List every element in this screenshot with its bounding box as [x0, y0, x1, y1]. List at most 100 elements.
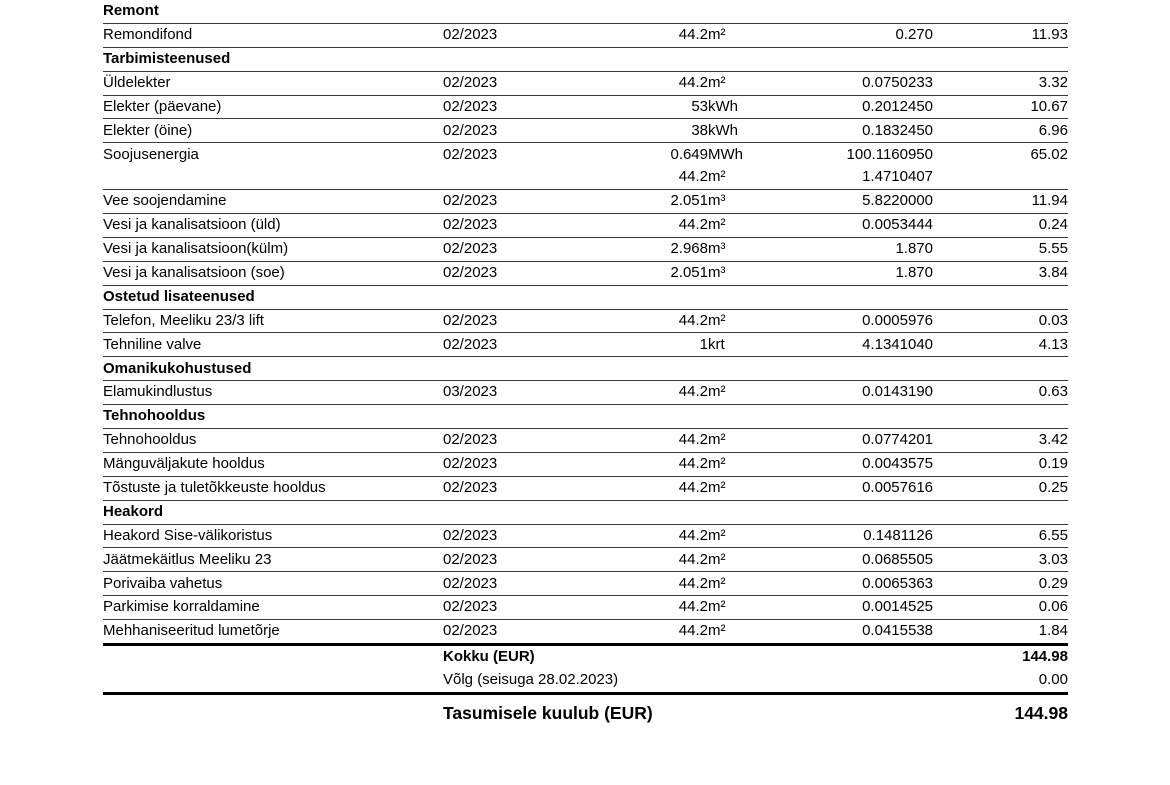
cell-unit: m²	[708, 380, 803, 406]
cell-amount: 44.2	[603, 476, 708, 501]
cell-sum: 3.84	[933, 261, 1068, 286]
cell-unit-price	[803, 285, 933, 310]
cell-unit: kWh	[708, 118, 803, 144]
table-row: Parkimise korraldamine 02/2023 44.2 m² 0…	[103, 595, 1068, 621]
table-row: Telefon, Meeliku 23/3 lift 02/2023 44.2 …	[103, 309, 1068, 334]
table-row: Heakord	[103, 500, 1068, 525]
cell-unit: m²	[708, 428, 803, 453]
cell-unit: m³	[708, 237, 803, 262]
cell-unit: m²	[708, 452, 803, 477]
cell-unit	[708, 404, 803, 430]
cell-unit	[708, 47, 803, 72]
cell-sum: 6.96	[933, 118, 1068, 144]
cell-service-name: Porivaiba vahetus	[103, 571, 443, 597]
table-row: Tarbimisteenused	[103, 47, 1068, 72]
cell-period: 02/2023	[443, 71, 603, 96]
table-row: Tõstuste ja tuletõkkeuste hooldus 02/202…	[103, 476, 1068, 501]
cell-service-name: Tarbimisteenused	[103, 47, 443, 72]
cell-amount: 38	[603, 118, 708, 144]
cell-unit: m²	[708, 476, 803, 501]
cell-service-name: Elekter (öine)	[103, 118, 443, 144]
cell-unit-price	[803, 0, 933, 24]
cell-period: 02/2023	[443, 452, 603, 477]
cell-unit-price	[803, 356, 933, 382]
cell-unit-price: 0.0065363	[803, 571, 933, 597]
cell-period: 02/2023	[443, 261, 603, 286]
cell-sum: 0.29	[933, 571, 1068, 597]
cell-unit: MWh	[708, 145, 743, 163]
cell-sum	[933, 500, 1068, 525]
cell-sum: 0.03	[933, 309, 1068, 334]
summary-value: 0.00	[1038, 671, 1068, 689]
cell-unit-price: 5.8220000	[803, 189, 933, 215]
cell-service-name: Heakord Sise-välikoristus	[103, 524, 443, 549]
cell-amount: 44.2	[603, 213, 708, 238]
cell-sum: 10.67	[933, 95, 1068, 120]
cell-sum: 11.93	[933, 23, 1068, 48]
cell-amount: 44.2	[603, 595, 708, 621]
cell-amount: 44.2	[603, 166, 708, 191]
cell-amount	[603, 356, 708, 382]
cell-unit-price: 0.0057616	[803, 476, 933, 501]
cell-unit-price: 0.0143190	[803, 380, 933, 406]
cell-service-name: Omanikukohustused	[103, 356, 443, 382]
cell-service-name: Vesi ja kanalisatsioon (soe)	[103, 261, 443, 286]
cell-sum: 5.55	[933, 237, 1068, 262]
table-row: Ostetud lisateenused	[103, 285, 1068, 310]
cell-amount	[603, 0, 708, 24]
cell-service-name: Heakord	[103, 500, 443, 525]
cell-amount: 53	[603, 95, 708, 120]
cell-amount: 2.051	[603, 189, 708, 215]
cell-period: 02/2023	[443, 619, 603, 646]
summary-label: Võlg (seisuga 28.02.2023)	[443, 671, 619, 689]
cell-unit-price: 1.4710407	[803, 166, 933, 191]
cell-service-name: Vesi ja kanalisatsioon(külm)	[103, 237, 443, 262]
table-row: Tehnohooldus 02/2023 44.2 m² 0.0774201 3…	[103, 428, 1068, 453]
cell-period: 02/2023	[443, 309, 603, 334]
cell-sum: 0.19	[933, 452, 1068, 477]
table-row: Mänguväljakute hooldus 02/2023 44.2 m² 0…	[103, 452, 1068, 477]
table-row: Üldelekter 02/2023 44.2 m² 0.0750233 3.3…	[103, 71, 1068, 96]
cell-period: 03/2023	[443, 380, 603, 406]
table-row: Elamukindlustus 03/2023 44.2 m² 0.014319…	[103, 380, 1068, 406]
cell-service-name: Jäätmekäitlus Meeliku 23	[103, 547, 443, 573]
cell-sum: 3.03	[933, 547, 1068, 573]
cell-sum: 11.94	[933, 189, 1068, 215]
summary-value: 144.98	[803, 692, 1068, 732]
cell-period: 02/2023	[443, 145, 498, 163]
table-row: 44.2 m² 1.4710407	[103, 166, 1068, 191]
cell-sum: 0.63	[933, 380, 1068, 406]
cell-unit: m²	[708, 547, 803, 573]
cell-sum	[933, 404, 1068, 430]
invoice-table-container: Remont Remondifond 02/2023 44.2 m² 0.270…	[103, 0, 1068, 732]
cell-service-name: Vee soojendamine	[103, 189, 443, 215]
cell-amount: 44.2	[603, 380, 708, 406]
invoice-table: Remont Remondifond 02/2023 44.2 m² 0.270…	[103, 0, 1068, 732]
cell-unit-price: 1.870	[803, 237, 933, 262]
cell-unit: m²	[708, 166, 803, 191]
cell-amount: 44.2	[603, 309, 708, 334]
summary-row: Võlg (seisuga 28.02.2023) 0.00	[103, 669, 1068, 694]
cell-sum: 0.25	[933, 476, 1068, 501]
summary-label: Kokku (EUR)	[443, 643, 803, 670]
cell-service-name: Mehhaniseeritud lumetõrje	[103, 619, 443, 646]
table-row: Vee soojendamine 02/2023 2.051 m³ 5.8220…	[103, 189, 1068, 215]
table-row: Vesi ja kanalisatsioon(külm) 02/2023 2.9…	[103, 237, 1068, 262]
cell-empty	[103, 669, 443, 694]
cell-sum: 3.42	[933, 428, 1068, 453]
cell-period: 02/2023	[443, 189, 603, 215]
cell-period: 02/2023	[443, 332, 603, 358]
cell-period	[443, 0, 603, 24]
table-row: Vesi ja kanalisatsioon (üld) 02/2023 44.…	[103, 213, 1068, 238]
cell-period: 02/2023	[443, 428, 603, 453]
table-row: Soojusenergia 02/2023 0.649 MWh 100.1160…	[103, 143, 1068, 166]
cell-amount: 44.2	[603, 619, 708, 646]
cell-period	[443, 500, 603, 525]
cell-unit: m²	[708, 619, 803, 646]
cell-sum: 0.24	[933, 213, 1068, 238]
cell-amount	[603, 47, 708, 72]
cell-period: 02/2023	[443, 237, 603, 262]
cell-period: 02/2023	[443, 524, 603, 549]
cell-empty	[103, 643, 443, 670]
cell-service-name: Ostetud lisateenused	[103, 285, 443, 310]
